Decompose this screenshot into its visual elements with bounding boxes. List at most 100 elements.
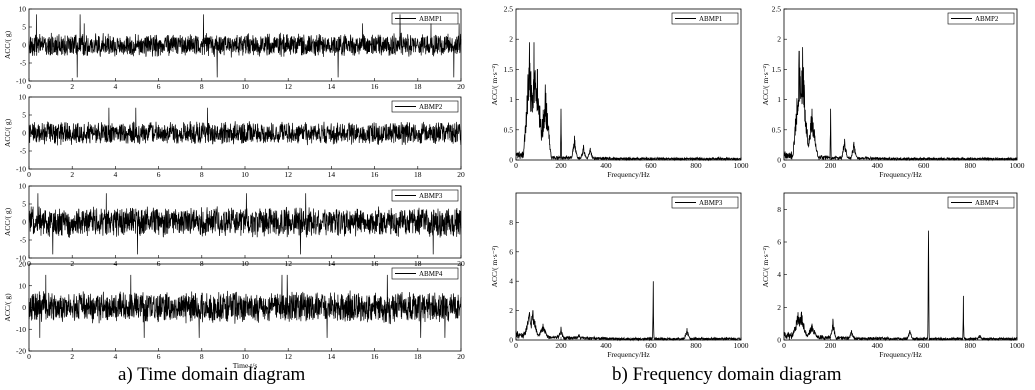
legend-box xyxy=(671,196,739,209)
x-tick-label: 1000 xyxy=(734,341,749,350)
x-tick-label: 4 xyxy=(114,259,118,268)
x-axis-label: Frequency/Hz xyxy=(879,170,922,179)
caption-frequency-domain: b) Frequency domain diagram xyxy=(612,364,842,385)
y-tick-label: 2.5 xyxy=(772,5,782,14)
x-tick-label: 200 xyxy=(825,341,837,350)
legend-box xyxy=(947,12,1015,25)
chart-7: 0 200 400 600 800 1000 0 2 4 6 8 ACC/( m·s⁻²) Freque… xyxy=(490,192,749,359)
y-tick-label: 0.5 xyxy=(772,125,782,134)
x-tick-label: 200 xyxy=(555,161,567,170)
x-tick-label: 18 xyxy=(414,82,422,91)
x-tick-label: 16 xyxy=(371,82,379,91)
x-tick-label: 12 xyxy=(284,352,292,361)
y-tick-label: 20 xyxy=(19,260,27,269)
y-tick-label: 6 xyxy=(777,238,781,247)
legend-box xyxy=(391,267,459,280)
x-tick-label: 18 xyxy=(414,259,422,268)
x-tick-label: 10 xyxy=(241,352,249,361)
x-tick-label: 400 xyxy=(872,161,884,170)
x-tick-label: 12 xyxy=(284,170,292,179)
chart-6: 0 200 400 600 800 1000 0 0.5 1 1.5 2 2.5 ACC/( m·s⁻²… xyxy=(761,5,1025,180)
y-tick-label: 1.5 xyxy=(772,65,782,74)
x-tick-label: 14 xyxy=(328,82,336,91)
x-tick-label: 10 xyxy=(241,170,249,179)
x-tick-label: 600 xyxy=(645,341,657,350)
x-tick-label: 20 xyxy=(457,82,465,91)
x-tick-label: 800 xyxy=(690,161,702,170)
y-tick-label: -10 xyxy=(16,254,26,263)
y-tick-label: 0.5 xyxy=(504,125,514,134)
x-tick-label: 2 xyxy=(70,170,74,179)
x-tick-label: 800 xyxy=(690,341,702,350)
x-tick-label: 0 xyxy=(782,161,786,170)
x-tick-label: 6 xyxy=(157,259,161,268)
legend-label: ABMP3 xyxy=(419,192,443,200)
y-tick-label: 0 xyxy=(509,336,513,345)
x-tick-label: 0 xyxy=(514,161,518,170)
x-tick-label: 400 xyxy=(872,341,884,350)
y-tick-label: 10 xyxy=(19,93,27,102)
y-tick-label: -10 xyxy=(16,325,26,334)
y-tick-label: 5 xyxy=(22,111,26,120)
series-abmp2-line xyxy=(28,107,462,146)
x-tick-label: 800 xyxy=(965,161,977,170)
x-tick-label: 2 xyxy=(70,259,74,268)
x-tick-label: 20 xyxy=(457,259,465,268)
x-tick-label: 2 xyxy=(70,82,74,91)
y-tick-label: 4 xyxy=(509,277,513,286)
y-tick-label: 5 xyxy=(22,200,26,209)
plot-frame xyxy=(783,192,1018,341)
y-axis-label: ACC/( g) xyxy=(3,293,12,322)
y-tick-label: 0 xyxy=(22,303,26,312)
series-abmp1-line xyxy=(515,42,742,162)
x-tick-label: 4 xyxy=(114,352,118,361)
x-tick-label: 16 xyxy=(371,352,379,361)
legend-label: ABMP4 xyxy=(975,199,999,207)
x-tick-label: 6 xyxy=(157,82,161,91)
x-tick-label: 400 xyxy=(600,341,612,350)
x-tick-label: 6 xyxy=(157,170,161,179)
y-tick-label: -5 xyxy=(20,236,26,245)
legend-box xyxy=(391,12,459,25)
series-abmp2-line xyxy=(783,47,1018,162)
series-abmp3-line xyxy=(28,193,462,255)
legend-box xyxy=(671,12,739,25)
y-tick-label: 1 xyxy=(509,95,513,104)
x-tick-label: 0 xyxy=(514,341,518,350)
series-abmp4-line xyxy=(28,274,462,338)
y-tick-label: 5 xyxy=(22,23,26,32)
plot-frame xyxy=(783,8,1018,161)
x-tick-label: 12 xyxy=(284,82,292,91)
y-axis-label: ACC/( g) xyxy=(3,207,12,236)
y-axis-label: ACC/( g) xyxy=(3,118,12,147)
y-axis-label: ACC/( m·s⁻²) xyxy=(761,63,770,105)
y-tick-label: 6 xyxy=(509,247,513,256)
chart-1: 0 2 4 6 8 10 12 14 16 18 20 -10 -5 0 5 10 ACC/( g) ABMP1 xyxy=(3,5,465,92)
legend-label: ABMP3 xyxy=(699,199,723,207)
x-tick-label: 10 xyxy=(241,82,249,91)
chart-5: 0 200 400 600 800 1000 0 0.5 1 1.5 2 2.5 ACC/( m·s⁻²… xyxy=(490,5,749,180)
x-axis-label: Frequency/Hz xyxy=(607,170,650,179)
y-tick-label: 8 xyxy=(777,205,781,214)
x-tick-label: 18 xyxy=(414,352,422,361)
x-tick-label: 14 xyxy=(328,259,336,268)
y-tick-label: 0 xyxy=(509,156,513,165)
y-tick-label: 2 xyxy=(777,35,781,44)
x-tick-label: 600 xyxy=(645,161,657,170)
x-tick-label: 0 xyxy=(782,341,786,350)
y-tick-label: 10 xyxy=(19,182,27,191)
x-tick-label: 10 xyxy=(241,259,249,268)
legend-box xyxy=(391,189,459,202)
y-tick-label: 2 xyxy=(509,35,513,44)
legend-box xyxy=(391,100,459,113)
series-abmp3-line xyxy=(515,281,742,342)
y-tick-label: 0 xyxy=(22,218,26,227)
x-tick-label: 8 xyxy=(200,82,204,91)
legend-label: ABMP1 xyxy=(419,15,443,23)
x-tick-label: 14 xyxy=(328,352,336,361)
x-tick-label: 400 xyxy=(600,161,612,170)
x-tick-label: 200 xyxy=(825,161,837,170)
